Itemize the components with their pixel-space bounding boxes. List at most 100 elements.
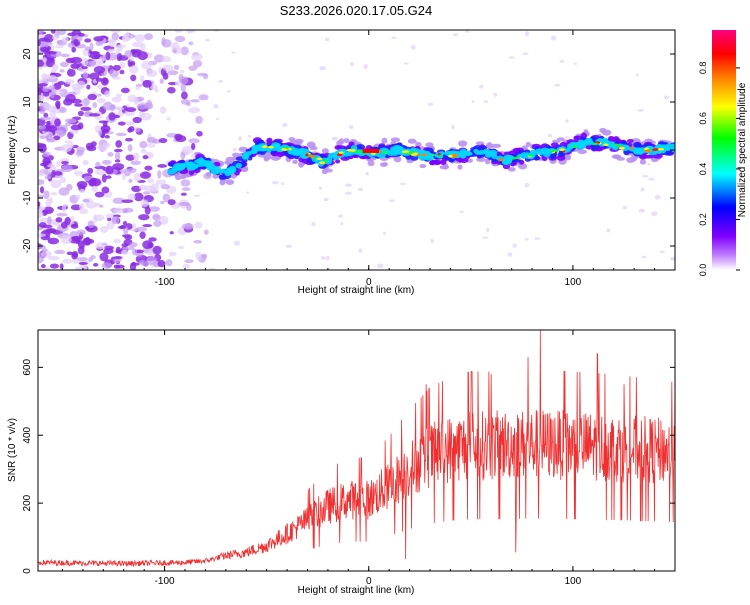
spectrogram-ridge-cell bbox=[563, 155, 571, 161]
spectrogram-speckle bbox=[365, 171, 369, 176]
spectrogram-noise-blob bbox=[77, 246, 85, 255]
spectrogram-noise-blob bbox=[124, 50, 132, 58]
spectrogram-noise-blob bbox=[100, 125, 111, 133]
spectrogram-speckle bbox=[357, 187, 364, 192]
spectrogram-speckle bbox=[647, 162, 651, 166]
spectrogram-noise-blob bbox=[60, 164, 73, 173]
colorbar-tick-label: 0.8 bbox=[698, 62, 708, 75]
spectrogram-speckle bbox=[663, 95, 670, 100]
spectrogram-speckle bbox=[331, 136, 338, 141]
spectrogram-noise-blob bbox=[115, 140, 123, 148]
spectrogram-noise-blob bbox=[114, 114, 121, 119]
spectrogram-noise-blob bbox=[127, 144, 133, 152]
spectrogram-noise-blob bbox=[147, 178, 155, 184]
spectrogram-ridge-cell bbox=[297, 147, 307, 154]
spectrogram-noise-blob bbox=[165, 259, 173, 267]
spectrogram-noise-blob bbox=[129, 65, 139, 74]
spectrogram-speckle bbox=[524, 237, 529, 241]
spectrogram-noise-blob bbox=[87, 167, 94, 175]
spectrogram-ridge-cell bbox=[474, 150, 483, 155]
spectrogram-noise-blob bbox=[196, 130, 203, 137]
spectrogram-ridge-cell bbox=[390, 137, 401, 142]
spectrogram-noise-blob bbox=[142, 191, 151, 195]
spectrogram-noise-blob bbox=[181, 91, 188, 100]
spectrogram-noise-blob bbox=[88, 179, 97, 187]
spectrogram-noise-blob bbox=[111, 32, 120, 41]
spectrogram-noise-blob bbox=[57, 80, 65, 86]
spectrogram-ridge-peak bbox=[338, 151, 344, 154]
spectrogram-noise-blob bbox=[117, 121, 126, 126]
spectrogram-noise-blob bbox=[58, 187, 70, 196]
spectrogram-noise-blob bbox=[38, 201, 41, 207]
spectrogram-noise-blob bbox=[38, 59, 45, 67]
spectrogram-speckle bbox=[622, 205, 627, 210]
spectrogram-noise-blob bbox=[115, 93, 123, 98]
spectrogram-ridge-cell bbox=[381, 137, 388, 144]
spectrogram-noise-blob bbox=[146, 99, 153, 109]
spectrogram-noise-blob bbox=[77, 240, 85, 249]
spectrogram-noise-blob bbox=[142, 80, 152, 88]
spectrogram-speckle bbox=[452, 33, 459, 37]
spectrogram-noise-blob bbox=[102, 101, 113, 111]
spectrogram-noise-blob bbox=[141, 199, 149, 208]
spectrogram-ridge-peak bbox=[421, 153, 427, 157]
spectrogram-ridge-peak bbox=[288, 147, 292, 151]
spectrogram-ridge-cell bbox=[633, 142, 639, 148]
spectrogram-speckle bbox=[344, 191, 352, 195]
spectrogram-noise-blob bbox=[49, 263, 60, 269]
spectrogram-noise-blob bbox=[160, 183, 171, 190]
spectrogram-speckle bbox=[482, 236, 489, 239]
spectrogram-ytick-label: 0 bbox=[22, 147, 33, 153]
spectrogram-noise-blob bbox=[88, 113, 101, 117]
spectrogram-noise-blob bbox=[125, 154, 135, 161]
spectrogram-ridge-core bbox=[362, 148, 379, 153]
spectrogram-noise-blob bbox=[93, 36, 104, 42]
snr-ytick-label: 400 bbox=[22, 426, 33, 443]
spectrogram-noise-blob bbox=[157, 170, 162, 179]
spectrogram-noise-blob bbox=[144, 206, 151, 215]
spectrogram-ridge-cell bbox=[639, 154, 647, 160]
spectrogram-noise-blob bbox=[107, 48, 115, 52]
spectrogram-ridge-cell bbox=[507, 167, 516, 172]
spectrogram-ridge-cell bbox=[328, 152, 335, 159]
spectrogram-noise-blob bbox=[90, 255, 96, 260]
spectrogram-noise-blob bbox=[60, 235, 72, 245]
spectrogram-ridge-cell bbox=[171, 166, 178, 171]
spectrogram-noise-blob bbox=[95, 77, 103, 82]
spectrogram-noise-blob bbox=[142, 155, 149, 160]
spectrogram-speckle bbox=[376, 263, 384, 269]
spectrogram-speckle bbox=[238, 136, 242, 141]
spectrogram-noise-blob bbox=[162, 193, 171, 203]
chart-title: S233.2026.020.17.05.G24 bbox=[280, 3, 433, 18]
spectrogram-noise-blob bbox=[101, 262, 113, 269]
spectrogram-noise-blob bbox=[168, 251, 177, 257]
spectrogram-noise-blob bbox=[188, 107, 201, 114]
spectrogram-noise-blob bbox=[139, 112, 152, 121]
spectrogram-ridge-cell bbox=[334, 145, 342, 151]
spectrogram-noise-blob bbox=[92, 263, 99, 267]
spectrogram-noise-blob bbox=[125, 121, 135, 126]
spectrogram-noise-blob bbox=[70, 223, 79, 229]
spectrogram-noise-blob bbox=[73, 39, 79, 46]
spectrogram-speckle bbox=[319, 66, 327, 71]
spectrogram-speckle bbox=[245, 191, 250, 194]
spectrogram-noise-blob bbox=[48, 197, 54, 204]
colorbar-tick-label: 0.0 bbox=[698, 264, 708, 277]
colorbar: 0.0 0.2 0.4 0.6 0.8 Normalized spectral ampl… bbox=[698, 30, 748, 276]
spectrogram-speckle bbox=[550, 35, 557, 41]
spectrogram-noise-blob bbox=[61, 204, 67, 213]
spectrogram-noise-blob bbox=[42, 57, 47, 63]
spectrogram-noise-blob bbox=[56, 160, 61, 167]
colorbar-gradient bbox=[712, 30, 736, 270]
spectrogram-ridge-cell bbox=[608, 135, 615, 143]
spectrogram-noise-blob bbox=[64, 78, 75, 85]
spectrogram-noise-blob bbox=[120, 250, 128, 255]
spectrogram-noise-blob bbox=[120, 87, 130, 94]
spectrogram-noise-blob bbox=[174, 30, 183, 33]
spectrogram-noise-blob bbox=[111, 216, 120, 225]
spectrogram-ridge-peak bbox=[416, 153, 420, 157]
spectrogram-noise-blob bbox=[41, 250, 52, 258]
spectrogram-noise-blob bbox=[51, 170, 56, 178]
